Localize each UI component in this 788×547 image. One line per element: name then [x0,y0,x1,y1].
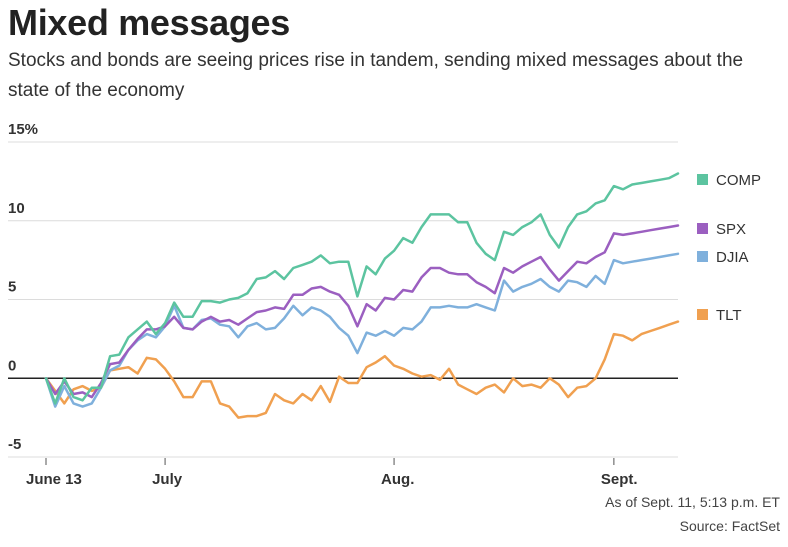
y-tick-label: 0 [8,357,16,374]
legend-label-spx: SPX [716,221,746,238]
legend: COMP SPX DJIA TLT [697,172,761,324]
source-note: Source: FactSet [679,518,780,534]
chart-title: Mixed messages [8,2,290,43]
legend-label-tlt: TLT [716,307,742,324]
x-tick-label: June 13 [26,471,82,488]
chart-subtitle: Stocks and bonds are seeing prices rise … [8,50,744,101]
y-tick-label: 15% [8,121,38,138]
y-axis-ticks: 15% 10 5 0 -5 [8,121,38,453]
x-tick-label: July [152,471,183,488]
legend-label-djia: DJIA [716,249,749,266]
as-of-note: As of Sept. 11, 5:13 p.m. ET [605,494,780,510]
legend-swatch-djia [697,251,708,262]
series-line-spx [44,224,680,399]
y-tick-label: 5 [8,279,16,296]
legend-label-comp: COMP [716,172,761,189]
y-tick-label: -5 [8,436,21,453]
x-tick-label: Sept. [601,471,638,488]
legend-swatch-spx [697,223,708,234]
series-line-djia [44,252,680,408]
legend-swatch-tlt [697,309,708,320]
series-line-comp [44,172,680,405]
x-tick-label: Aug. [381,471,414,488]
x-axis-ticks: June 13 July Aug. Sept. [26,458,638,488]
legend-swatch-comp [697,174,708,185]
series-line-tlt [44,320,680,419]
series-lines [44,172,680,419]
y-tick-label: 10 [8,200,25,217]
